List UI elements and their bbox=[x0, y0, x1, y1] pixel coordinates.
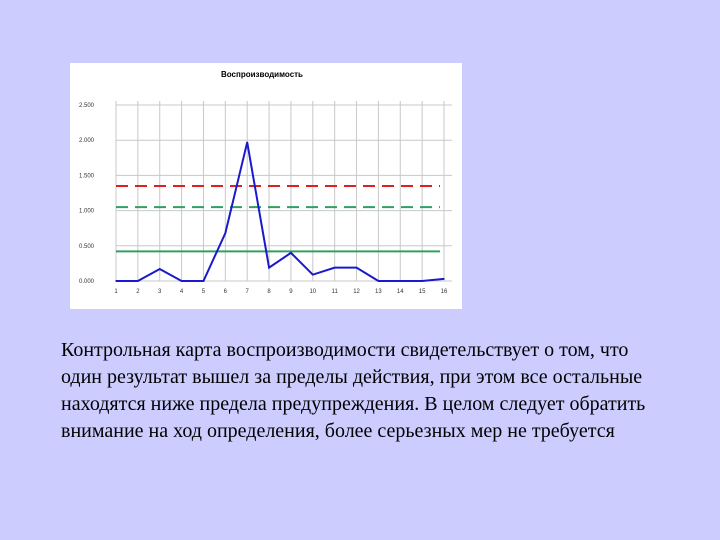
x-tick-label: 16 bbox=[441, 289, 448, 295]
x-tick-label: 5 bbox=[202, 289, 206, 295]
data-point bbox=[180, 280, 183, 282]
y-tick-label: 1.000 bbox=[79, 209, 95, 215]
x-tick-label: 1 bbox=[114, 289, 118, 295]
data-point bbox=[377, 280, 380, 282]
chart-panel: Воспроизводимость 0.000 0.500 1.000 1.500 2.… bbox=[70, 63, 462, 309]
chart-title: Воспроизводимость bbox=[221, 70, 303, 79]
x-tick-label: 14 bbox=[397, 289, 404, 295]
data-point bbox=[224, 232, 227, 234]
x-tick-label: 12 bbox=[353, 289, 360, 295]
data-point bbox=[290, 252, 292, 254]
y-tick-label: 0.000 bbox=[79, 279, 95, 285]
data-point bbox=[355, 266, 358, 269]
x-tick-label: 7 bbox=[246, 289, 250, 295]
data-point bbox=[202, 280, 205, 282]
data-point bbox=[268, 266, 270, 269]
y-tick-label: 2.000 bbox=[79, 138, 95, 144]
data-point bbox=[115, 280, 117, 282]
y-tick-label: 2.500 bbox=[79, 103, 95, 109]
data-point bbox=[312, 273, 314, 276]
x-tick-label: 3 bbox=[158, 289, 162, 295]
reproducibility-chart: Воспроизводимость 0.000 0.500 1.000 1.500 2.… bbox=[79, 70, 452, 295]
x-tick-label: 9 bbox=[289, 289, 293, 295]
data-point bbox=[399, 280, 402, 282]
x-tick-label: 2 bbox=[136, 289, 140, 295]
data-point bbox=[421, 280, 423, 282]
caption-text: Контрольная карта воспроизводимости свид… bbox=[61, 339, 646, 442]
x-tick-label: 13 bbox=[375, 289, 382, 295]
y-tick-label: 1.500 bbox=[79, 173, 95, 179]
data-point bbox=[333, 266, 336, 269]
x-tick-label: 6 bbox=[224, 289, 228, 295]
x-tick-label: 8 bbox=[267, 289, 271, 295]
data-point bbox=[137, 280, 139, 282]
y-tick-label: 0.500 bbox=[79, 244, 95, 250]
data-point bbox=[246, 141, 248, 144]
series-line bbox=[116, 142, 445, 282]
data-point bbox=[443, 278, 445, 280]
x-tick-label: 11 bbox=[332, 289, 339, 295]
x-tick-label: 15 bbox=[419, 289, 426, 295]
x-tick-label: 4 bbox=[180, 289, 184, 295]
data-point bbox=[158, 268, 161, 270]
x-tick-label: 10 bbox=[309, 289, 316, 295]
